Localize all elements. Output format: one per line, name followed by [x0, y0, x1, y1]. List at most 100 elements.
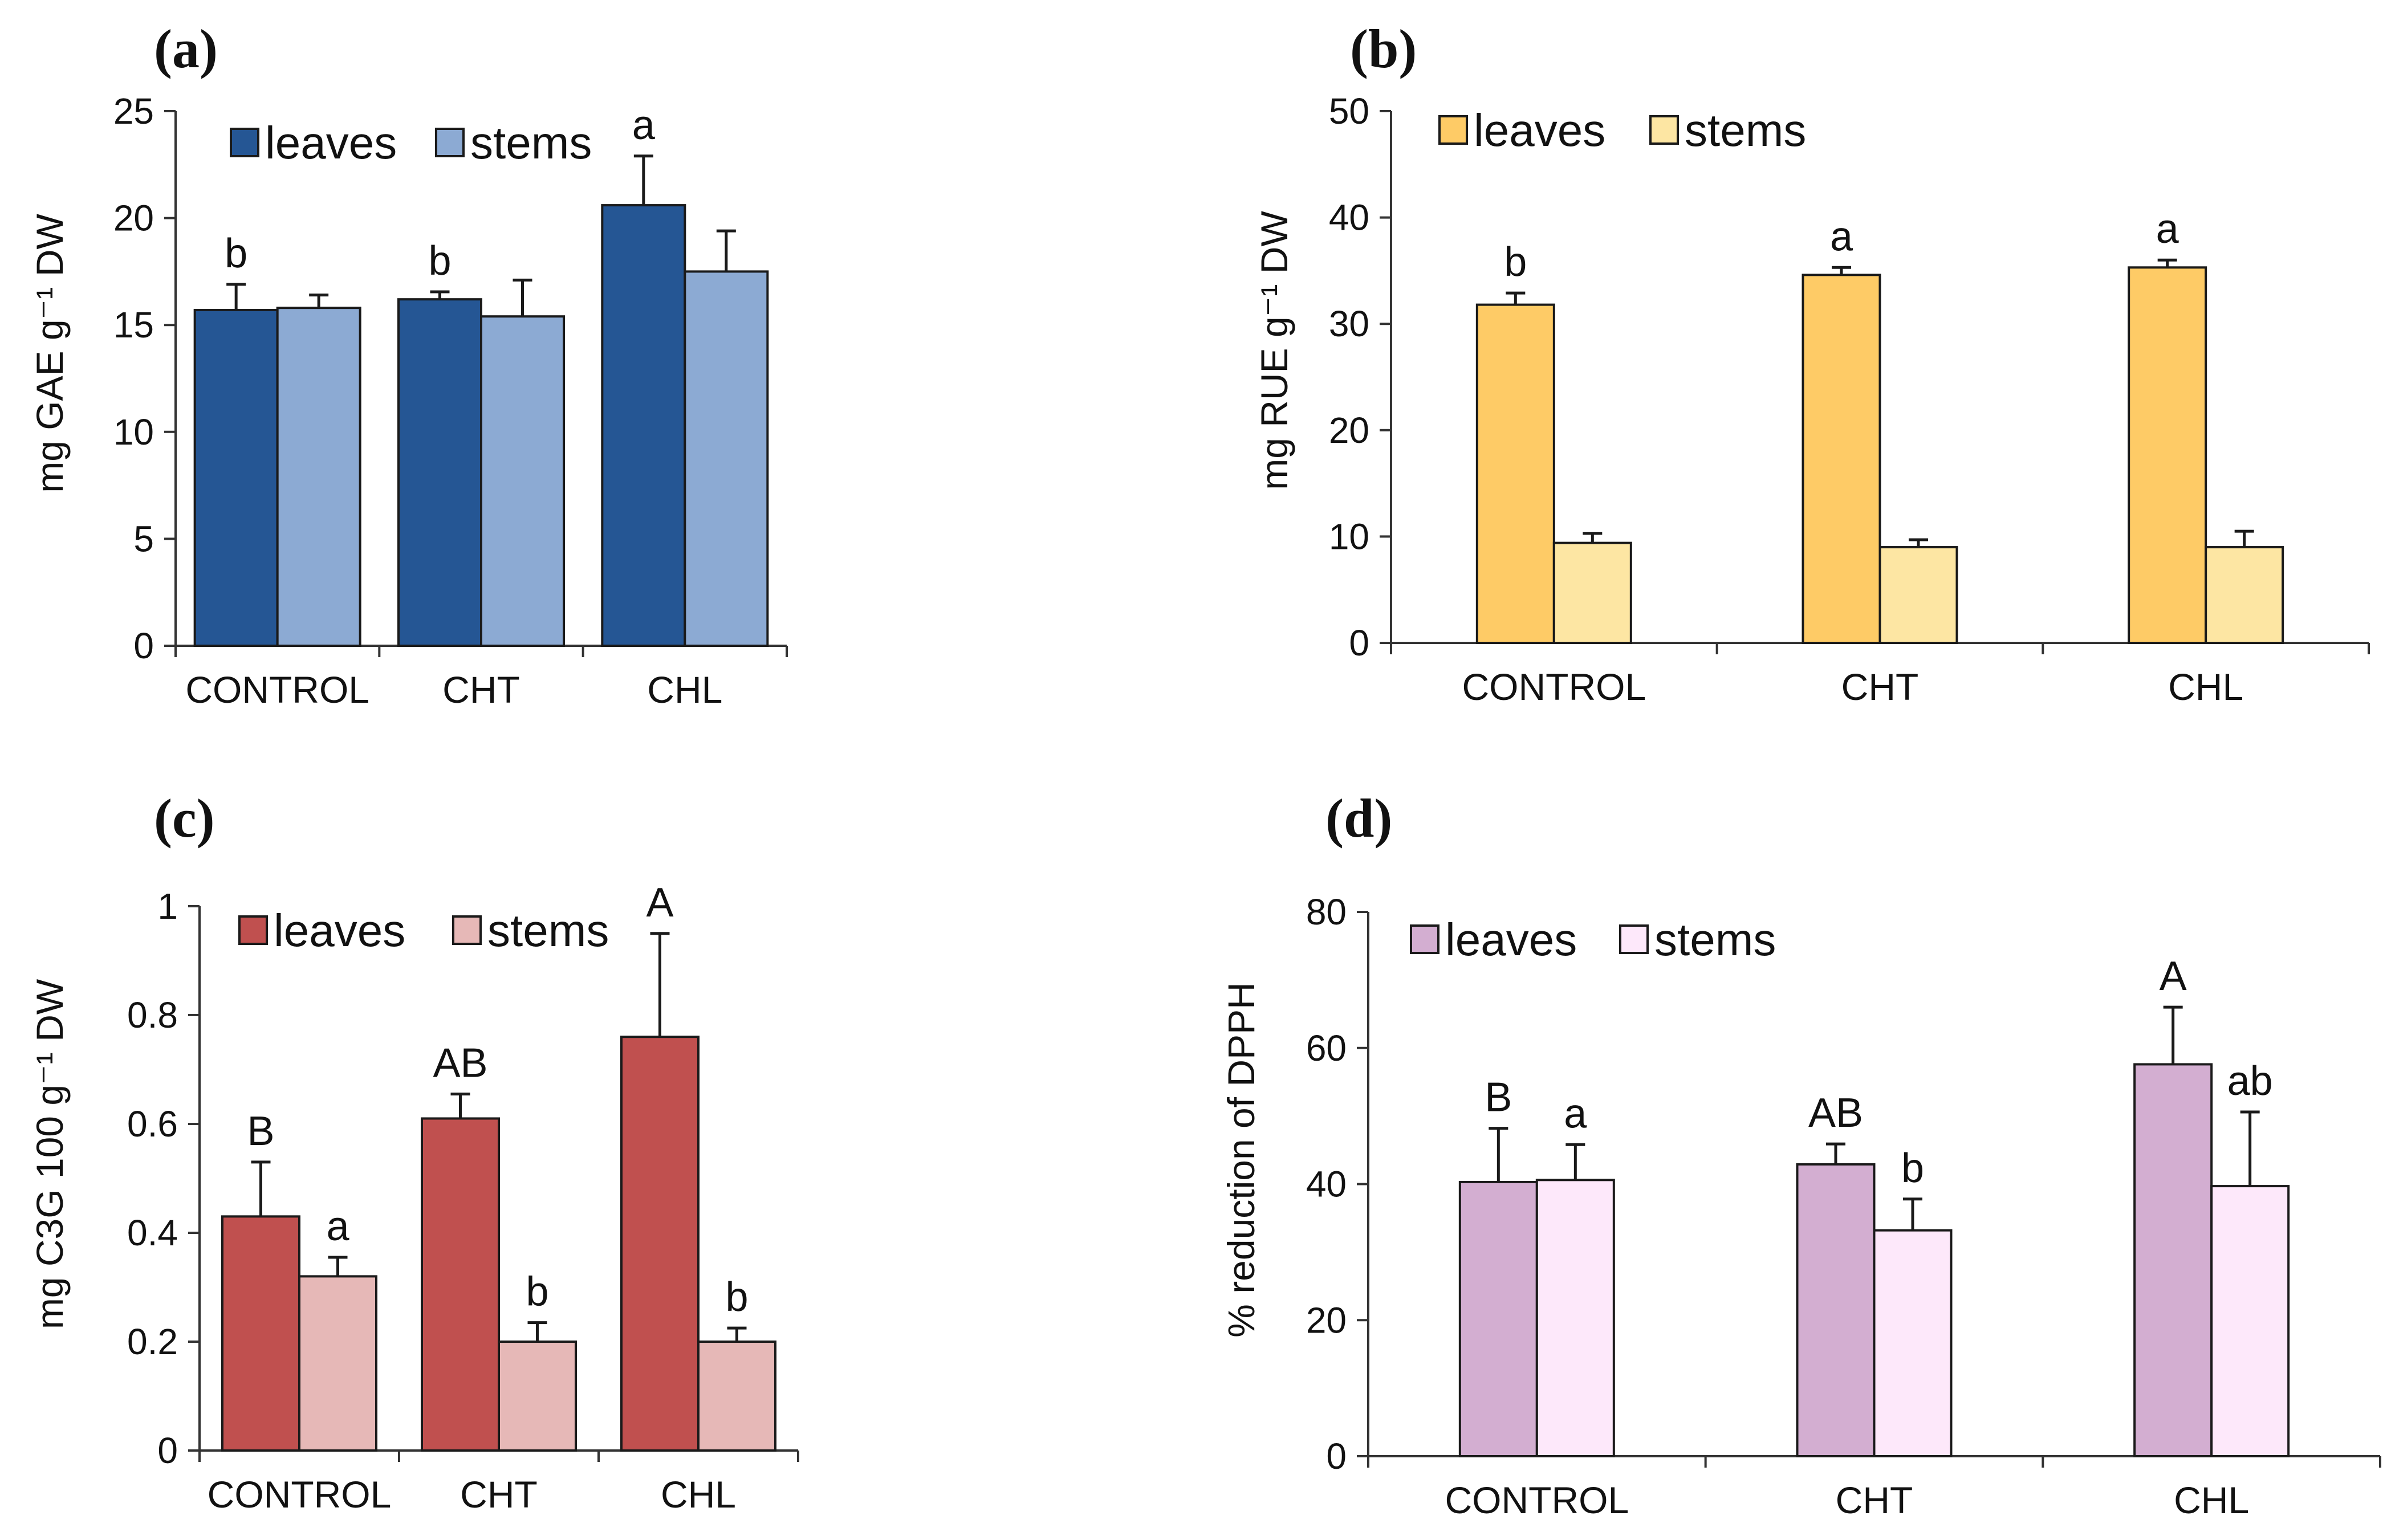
panel-b-bar-leaves	[1475, 303, 1555, 644]
panel-a-x-tick-label: CHT	[442, 669, 520, 711]
panel-b-x-tick-label: CHT	[1841, 666, 1919, 708]
panel-d-y-tick-label: 0	[1326, 1436, 1347, 1477]
panel-d-significance-label: A	[2160, 954, 2187, 999]
panel-a-significance-label: a	[632, 103, 656, 148]
panel-b: (b) mg RUE g⁻¹ DW 0 10 20 30 40 50 CONTROL CHT C…	[1253, 18, 2370, 708]
panel-d-legend-label-stems: stems	[1654, 914, 1776, 965]
panel-c-y-axis-title: mg C3G 100 g⁻¹ DW	[29, 979, 71, 1329]
panel-d-y-tick-label: 40	[1306, 1164, 1347, 1205]
panel-d-significance-label: AB	[1808, 1090, 1863, 1136]
panel-c-bar-leaves	[421, 1117, 500, 1452]
panel-a-legend-swatch-stems	[435, 128, 465, 157]
panel-c-bar-stems	[498, 1341, 577, 1452]
panel-a-legend-swatch-leaves	[230, 128, 259, 157]
panel-c-bar-stems	[697, 1341, 776, 1452]
panel-a-bar-leaves	[397, 298, 482, 647]
panel-a-significance-label: b	[225, 231, 247, 276]
panel-a: (a) mg GAE g⁻¹ DW 0 5 10 15 20 25 CONTROL CHT CH…	[29, 18, 788, 711]
panel-b-y-tick-label: 0	[1349, 622, 1369, 663]
panel-b-bar-stems	[2205, 546, 2284, 644]
panel-b-legend-label-leaves: leaves	[1474, 105, 1605, 156]
panel-b-x-tick-label: CONTROL	[1462, 666, 1646, 708]
panel-a-bar-stems	[684, 270, 769, 647]
panel-b-significance-label: b	[1504, 239, 1527, 285]
panel-d-bar-stems	[1873, 1229, 1953, 1458]
panel-b-bar-leaves	[2128, 266, 2207, 644]
panel-d-bar-stems	[2210, 1185, 2290, 1458]
panel-c-legend-label-stems: stems	[487, 905, 609, 956]
panel-b-bar-stems	[1878, 546, 1958, 644]
panel-d-y-tick-label: 80	[1306, 891, 1347, 932]
panel-c-x-tick-label: CHL	[661, 1473, 736, 1515]
panel-c-x-tick-label: CHT	[460, 1473, 538, 1515]
panel-b-significance-label: a	[2156, 206, 2179, 252]
panel-a-letter: (a)	[154, 18, 218, 79]
panel-a-bar-stems	[276, 307, 361, 647]
panel-a-x-tick-label: CHL	[647, 669, 722, 711]
panel-d-y-tick-label: 60	[1306, 1028, 1347, 1069]
panel-a-significance-label: b	[428, 238, 451, 284]
panel-b-legend-swatch-leaves	[1438, 115, 1468, 145]
panel-d-x-tick-label: CHL	[2174, 1479, 2249, 1521]
panel-c-y-tick-label: 0.8	[127, 995, 178, 1036]
panel-c: (c) mg C3G 100 g⁻¹ DW 0 0.2 0.4 0.6 0.8 1 CONT…	[29, 788, 799, 1515]
panel-a-x-tick-label: CONTROL	[185, 669, 369, 711]
panel-b-significance-label: a	[1830, 214, 1853, 259]
panel-a-y-tick-label: 20	[113, 198, 154, 239]
panel-a-y-tick-label: 10	[113, 412, 154, 453]
panel-d-legend-label-leaves: leaves	[1445, 914, 1577, 965]
panel-c-y-tick-label: 0.6	[127, 1103, 178, 1144]
panel-a-y-axis-title: mg GAE g⁻¹ DW	[29, 214, 71, 493]
panel-b-y-tick-label: 20	[1329, 410, 1369, 451]
panel-c-y-tick-label: 0	[157, 1430, 178, 1471]
panel-d-bar-leaves	[1458, 1180, 1538, 1457]
panel-a-bar-leaves	[601, 204, 686, 647]
panel-a-y-tick-label: 25	[113, 91, 154, 132]
panel-d-bar-stems	[1535, 1179, 1615, 1457]
panel-b-y-tick-label: 50	[1329, 91, 1369, 132]
panel-a-y-tick-label: 15	[113, 304, 154, 345]
panel-d-x-tick-label: CHT	[1836, 1479, 1913, 1521]
panel-a-y-tick-label: 0	[133, 625, 154, 666]
panel-d-legend-swatch-leaves	[1410, 924, 1439, 954]
panel-c-significance-label: B	[247, 1109, 274, 1154]
panel-d-x-tick-label: CONTROL	[1445, 1479, 1629, 1521]
panel-b-y-tick-label: 10	[1329, 516, 1369, 557]
panel-c-significance-label: AB	[433, 1040, 487, 1086]
panel-b-y-tick-label: 40	[1329, 197, 1369, 238]
panel-d-significance-label: b	[1901, 1146, 1924, 1191]
panel-a-y-tick-label: 5	[133, 518, 154, 559]
panel-c-significance-label: A	[646, 880, 673, 926]
panel-b-legend-label-stems: stems	[1685, 105, 1806, 156]
panel-c-y-tick-label: 0.4	[127, 1212, 178, 1253]
panel-b-bar-stems	[1552, 541, 1632, 645]
panel-d-significance-label: ab	[2227, 1058, 2273, 1104]
panel-b-x-tick-label: CHL	[2168, 666, 2243, 708]
panel-a-legend-label-leaves: leaves	[265, 117, 397, 168]
panel-d-legend-swatch-stems	[1619, 924, 1649, 954]
panel-a-legend-label-stems: stems	[470, 117, 592, 168]
panel-c-significance-label: a	[326, 1204, 349, 1249]
panel-c-y-tick-label: 1	[157, 886, 178, 927]
panel-b-legend-swatch-stems	[1649, 115, 1679, 145]
panel-c-y-tick-label: 0.2	[127, 1321, 178, 1362]
panel-d: (d) % reduction of DPPH 0 20 40 60 80 CONTROL…	[1220, 788, 2381, 1521]
panel-c-significance-label: b	[526, 1269, 548, 1315]
panel-a-bar-stems	[480, 315, 565, 647]
panel-d-y-axis-title: % reduction of DPPH	[1220, 982, 1262, 1338]
panel-c-legend-swatch-leaves	[238, 915, 268, 945]
panel-c-bar-stems	[298, 1275, 377, 1452]
panel-c-x-tick-label: CONTROL	[208, 1473, 392, 1515]
panel-d-letter: (d)	[1325, 788, 1392, 849]
panel-d-y-tick-label: 20	[1306, 1299, 1347, 1341]
panel-d-significance-label: B	[1485, 1075, 1512, 1121]
panel-c-bar-leaves	[221, 1215, 300, 1452]
panel-c-legend-label-leaves: leaves	[274, 905, 405, 956]
panel-b-y-axis-title: mg RUE g⁻¹ DW	[1253, 211, 1295, 490]
panel-c-letter: (c)	[154, 788, 215, 849]
panel-d-bar-leaves	[2133, 1063, 2213, 1457]
panel-c-significance-label: b	[725, 1274, 748, 1320]
panel-d-significance-label: a	[1564, 1091, 1587, 1136]
panel-d-bar-leaves	[1796, 1163, 1876, 1457]
